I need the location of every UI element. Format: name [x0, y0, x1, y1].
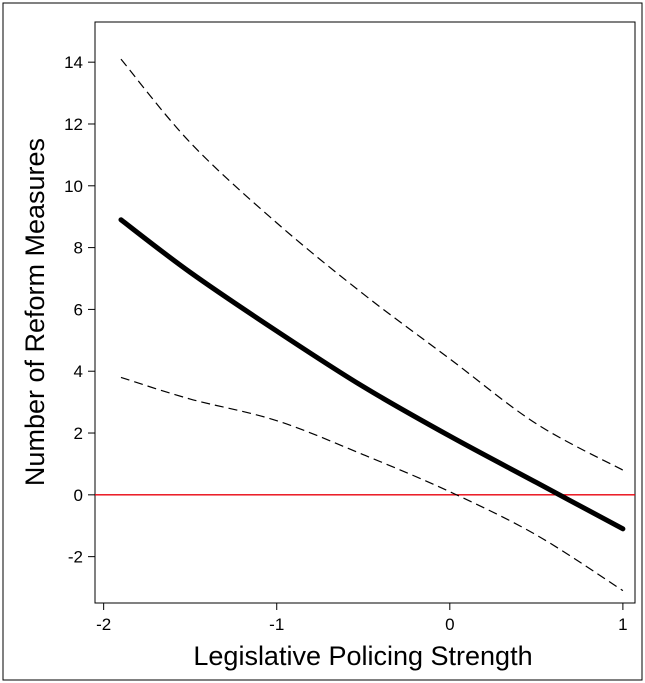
plot-frame — [94, 21, 636, 604]
y-tick-label: 10 — [64, 177, 83, 196]
y-tick-label: 2 — [74, 424, 83, 443]
y-axis-title: Number of Reform Measures — [20, 138, 50, 486]
series-line-estimate — [118, 217, 626, 532]
x-tick-label: -1 — [269, 615, 284, 634]
x-tick-label: 1 — [618, 615, 627, 634]
y-tick-label: 0 — [74, 486, 83, 505]
x-tick-label: 0 — [445, 615, 454, 634]
y-tick-label: 4 — [74, 362, 83, 381]
x-tick-label: -2 — [96, 615, 111, 634]
y-tick-label: 8 — [74, 239, 83, 258]
series-line-upper — [120, 58, 624, 471]
y-tick-label: -2 — [68, 548, 83, 567]
series-line-lower — [120, 376, 624, 592]
x-axis-title: Legislative Policing Strength — [193, 641, 532, 671]
y-tick-label: 12 — [64, 115, 83, 134]
y-tick-label: 14 — [64, 53, 83, 72]
y-tick-label: 6 — [74, 300, 83, 319]
